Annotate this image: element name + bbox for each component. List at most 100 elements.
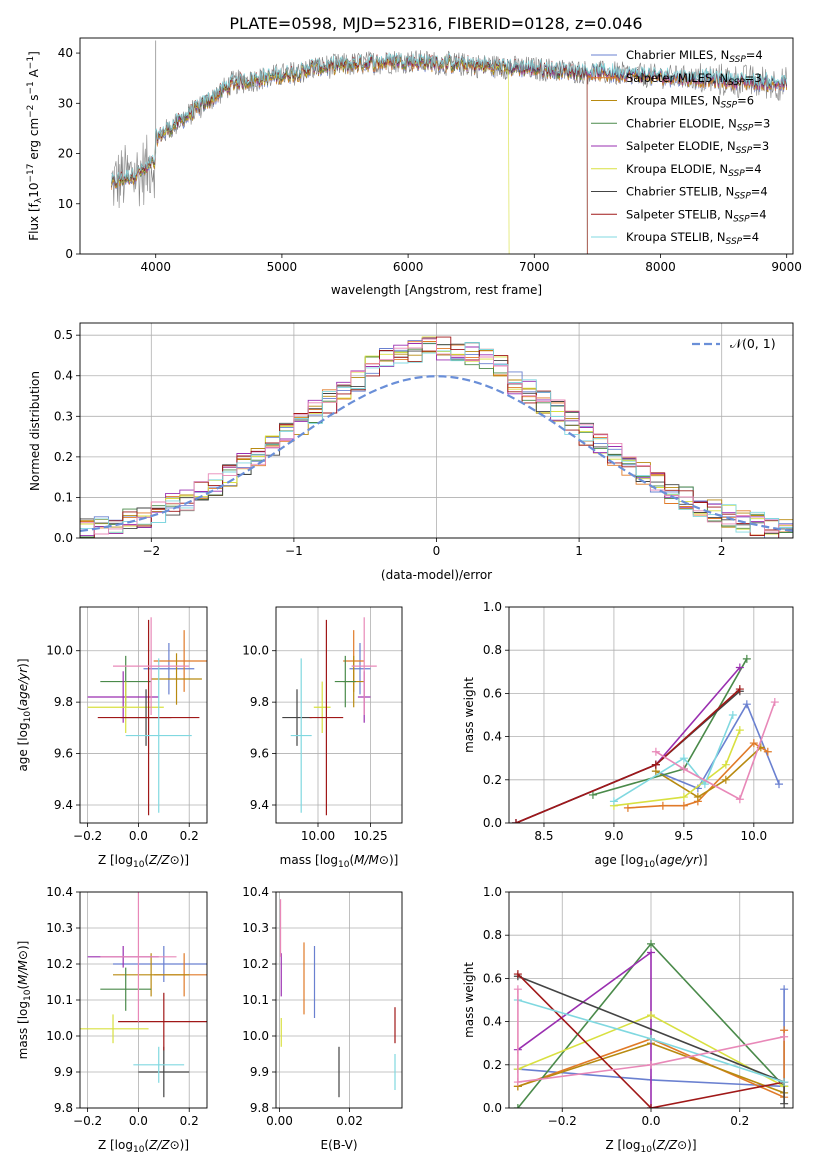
series-marker bbox=[742, 654, 751, 663]
y-tick-label: 9.4 bbox=[250, 798, 269, 812]
errorbar-point-chabrier_stelib bbox=[282, 689, 312, 746]
series-marker bbox=[780, 1099, 789, 1108]
errorbar-point-kroupa_stelib bbox=[125, 658, 192, 813]
series-marker bbox=[735, 795, 744, 804]
y-tick-label: 10.3 bbox=[46, 921, 73, 935]
y-tick-label: 0.2 bbox=[54, 450, 73, 464]
series-marker bbox=[735, 726, 744, 735]
series-salpeter_stelib bbox=[511, 685, 744, 823]
errorbar-point-salpeter_stelib bbox=[118, 992, 207, 1051]
errorbar-point-pink bbox=[351, 617, 377, 715]
x-tick-label: −1 bbox=[285, 544, 303, 558]
y-tick-label: 0.2 bbox=[483, 1058, 502, 1072]
series-marker bbox=[735, 685, 744, 694]
series-line bbox=[655, 701, 776, 801]
x-tick-label: 8000 bbox=[645, 260, 676, 274]
legend-label-kroupa_miles: Kroupa MILES, NSSP=6 bbox=[626, 94, 754, 111]
errorbar-point-kroupa_stelib bbox=[133, 1046, 185, 1083]
series-marker bbox=[647, 1034, 655, 1043]
axes-weight_vs_Z: −0.2 0.0 0.2 0.0 0.2 0.4 0.6 0.8 1.0 Z [log10(Z/Z… bbox=[462, 885, 794, 1155]
series-marker bbox=[742, 700, 751, 709]
axes-spectrum: 4000 5000 6000 7000 8000 9000 0 10 20 30 40 wavelen… bbox=[26, 37, 802, 297]
series-kroupa_stelib bbox=[609, 711, 737, 806]
y-tick-label: 0.4 bbox=[483, 1015, 502, 1029]
series-marker bbox=[511, 819, 520, 823]
errorbar-point-salpeter_stelib bbox=[309, 619, 344, 816]
series-marker bbox=[770, 698, 779, 707]
x-tick-label: 9.0 bbox=[604, 829, 623, 843]
errorbar-point-chabrier_elodie bbox=[100, 967, 152, 1011]
series-marker bbox=[693, 793, 702, 802]
y-tick-label: 10 bbox=[58, 197, 73, 211]
series-marker bbox=[647, 939, 655, 948]
y-tick-label: 0.4 bbox=[483, 730, 502, 744]
errorbar-point-chabrier_miles bbox=[143, 643, 195, 695]
axes-weight_vs_age: 8.5 9.0 9.5 10.0 0.0 0.2 0.4 0.6 0.8 1.0 age [log1… bbox=[462, 600, 794, 870]
y-tick-label: 40 bbox=[58, 46, 73, 60]
y-tick-label: 0.4 bbox=[54, 369, 73, 383]
errorbar-point-salpeter_elodie bbox=[87, 671, 159, 723]
x-tick-label: −0.2 bbox=[73, 1114, 102, 1128]
y-tick-label: 0.8 bbox=[483, 643, 502, 657]
x-tick-label: 0.00 bbox=[266, 1114, 293, 1128]
series-marker bbox=[647, 1011, 655, 1020]
axes-mass_vs_Z: −0.2 0.0 0.2 9.8 9.9 10.0 10.1 10.2 10.3 10.4 Z [l… bbox=[16, 885, 208, 1155]
series-marker bbox=[679, 754, 688, 763]
series-marker bbox=[721, 760, 730, 769]
y-tick-label: 10.2 bbox=[46, 957, 73, 971]
errorbar-point-kroupa_elodie bbox=[80, 1014, 149, 1044]
y-tick-label: 0.2 bbox=[483, 773, 502, 787]
legend-label-kroupa_elodie: Kroupa ELODIE, NSSP=4 bbox=[626, 162, 762, 179]
y-tick-label: 9.6 bbox=[54, 747, 73, 761]
series-marker bbox=[651, 747, 660, 756]
y-tick-label: 1.0 bbox=[483, 600, 502, 614]
axes-residuals: −2 −1 0 1 2 0.0 0.1 0.2 0.3 0.4 0.5 (data-model)/er… bbox=[28, 322, 794, 582]
y-tick-label: 9.8 bbox=[250, 1101, 269, 1115]
y-tick-label: 9.6 bbox=[250, 747, 269, 761]
legend-label-chabrier_elodie: Chabrier ELODIE, NSSP=3 bbox=[626, 116, 770, 133]
x-tick-label: 7000 bbox=[519, 260, 550, 274]
y-tick-label: 1.0 bbox=[483, 885, 502, 899]
y-tick-label: 10.4 bbox=[46, 885, 73, 899]
series-marker bbox=[780, 1032, 789, 1041]
axes-age_vs_Z: −0.2 0.0 0.2 9.4 9.6 9.8 10.0 Z [log10(Z/Z⊙)] ag… bbox=[16, 606, 208, 870]
y-axis-label: mass weight bbox=[462, 677, 476, 753]
y-tick-label: 9.8 bbox=[54, 1101, 73, 1115]
legend-label-salpeter_miles: Salpeter MILES, NSSP=3 bbox=[626, 71, 762, 88]
legend-label-salpeter_elodie: Salpeter ELODIE, NSSP=3 bbox=[626, 139, 769, 156]
errorbar-point-chabrier_stelib bbox=[138, 1046, 190, 1098]
series-marker bbox=[679, 801, 688, 810]
histogram-pink bbox=[80, 338, 793, 537]
x-axis-label: Z [log10(Z/Z⊙)] bbox=[605, 1138, 696, 1155]
y-axis-label: mass weight bbox=[462, 962, 476, 1038]
y-tick-label: 0.6 bbox=[483, 971, 502, 985]
x-axis-label: mass [log10(M/M⊙)] bbox=[280, 853, 399, 870]
series-line bbox=[655, 746, 762, 799]
x-tick-label: 10.25 bbox=[353, 829, 387, 843]
x-axis-label: Z [log10(Z/Z⊙)] bbox=[98, 1138, 189, 1155]
errorbar-point-chabrier_miles bbox=[113, 946, 207, 982]
series-pink bbox=[513, 985, 789, 1087]
errorbar-point-kroupa_miles bbox=[151, 653, 202, 705]
y-tick-label: 20 bbox=[58, 147, 73, 161]
series-marker bbox=[735, 663, 744, 672]
series-marker bbox=[647, 948, 655, 957]
x-tick-label: 0.2 bbox=[180, 829, 199, 843]
y-axis-label: age [log10(age/yr)] bbox=[16, 658, 33, 771]
series-marker bbox=[658, 801, 667, 810]
series-marker bbox=[647, 1104, 655, 1108]
y-axis-label: Normed distribution bbox=[28, 371, 42, 491]
series-marker bbox=[749, 739, 758, 748]
x-tick-label: −0.2 bbox=[73, 829, 102, 843]
x-tick-label: 0.0 bbox=[641, 1114, 660, 1128]
series-line bbox=[627, 742, 769, 809]
series-marker bbox=[700, 780, 709, 789]
x-tick-label: 0 bbox=[433, 544, 441, 558]
y-tick-label: 10.1 bbox=[242, 993, 269, 1007]
errorbar-point-chabrier_miles bbox=[349, 643, 371, 695]
y-axis-label: mass [log10(M/M⊙)] bbox=[16, 941, 33, 1060]
series-marker bbox=[513, 985, 522, 994]
series-marker bbox=[513, 1078, 522, 1087]
series-marker bbox=[679, 793, 688, 802]
